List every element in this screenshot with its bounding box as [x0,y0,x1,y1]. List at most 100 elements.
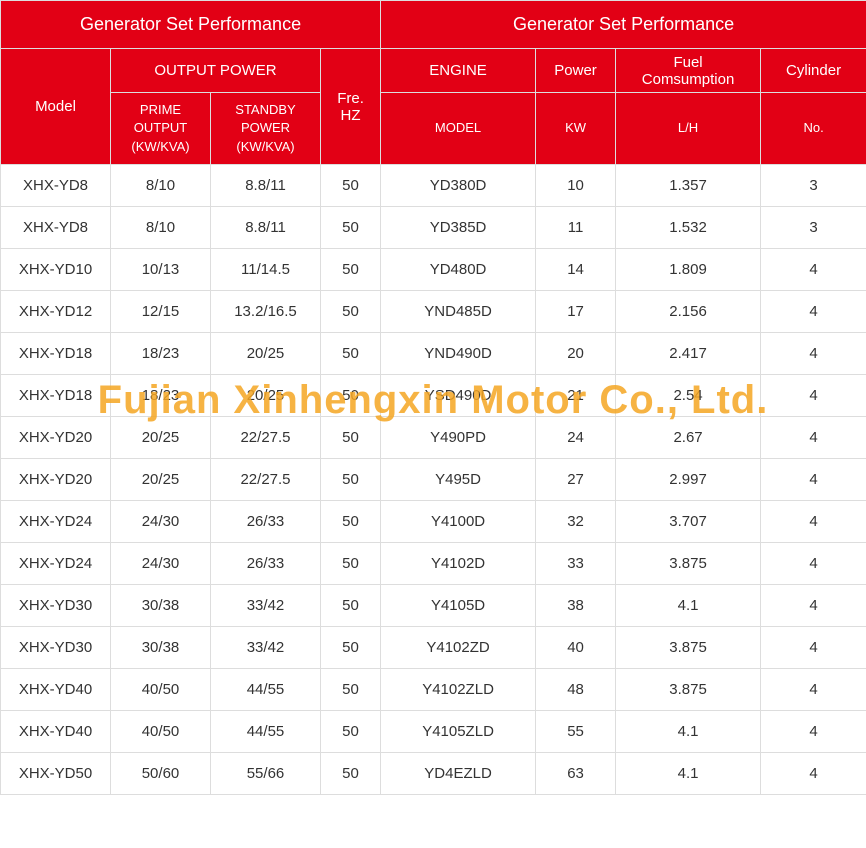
cell-cyl: 4 [761,417,866,459]
col-power: Power [536,49,616,93]
cell-fre: 50 [321,753,381,795]
cell-engine: Y490PD [381,417,536,459]
cell-model: XHX-YD40 [1,711,111,753]
cell-standby: 44/55 [211,711,321,753]
cell-prime: 40/50 [111,711,211,753]
cell-cyl: 3 [761,165,866,207]
cell-cyl: 4 [761,501,866,543]
table-header: Generator Set Performance Generator Set … [1,1,866,165]
cell-fuel: 2.997 [616,459,761,501]
table-row: XHX-YD1212/1513.2/16.550YND485D172.1564 [1,291,866,333]
cell-engine: Y4105D [381,585,536,627]
cell-fuel: 2.54 [616,375,761,417]
col-fuel-lh: L/H [616,93,761,165]
cell-prime: 40/50 [111,669,211,711]
cell-prime: 8/10 [111,207,211,249]
cell-kw: 33 [536,543,616,585]
cell-fuel: 2.417 [616,333,761,375]
cell-prime: 18/23 [111,375,211,417]
cell-model: XHX-YD12 [1,291,111,333]
cell-engine: YSD490D [381,375,536,417]
cell-prime: 24/30 [111,501,211,543]
cell-model: XHX-YD10 [1,249,111,291]
cell-prime: 20/25 [111,459,211,501]
col-model: Model [1,49,111,165]
cell-engine: YND490D [381,333,536,375]
cell-kw: 14 [536,249,616,291]
cell-prime: 30/38 [111,627,211,669]
table-row: XHX-YD4040/5044/5550Y4102ZLD483.8754 [1,669,866,711]
cell-fuel: 2.156 [616,291,761,333]
col-output-power: OUTPUT POWER [111,49,321,93]
cell-fuel: 3.707 [616,501,761,543]
cell-fuel: 1.357 [616,165,761,207]
cell-fuel: 3.875 [616,543,761,585]
cell-engine: YD380D [381,165,536,207]
cell-engine: YD4EZLD [381,753,536,795]
table-row: XHX-YD2020/2522/27.550Y490PD242.674 [1,417,866,459]
cell-fre: 50 [321,333,381,375]
cell-standby: 26/33 [211,543,321,585]
cell-standby: 26/33 [211,501,321,543]
cell-kw: 11 [536,207,616,249]
generator-spec-table: Generator Set Performance Generator Set … [0,0,866,795]
cell-kw: 10 [536,165,616,207]
cell-model: XHX-YD24 [1,543,111,585]
cell-prime: 10/13 [111,249,211,291]
col-cylinder: Cylinder [761,49,866,93]
cell-fre: 50 [321,585,381,627]
col-engine-model: MODEL [381,93,536,165]
cell-fuel: 2.67 [616,417,761,459]
cell-prime: 18/23 [111,333,211,375]
cell-engine: YD480D [381,249,536,291]
cell-standby: 20/25 [211,333,321,375]
cell-prime: 50/60 [111,753,211,795]
cell-engine: Y4102D [381,543,536,585]
cell-fuel: 4.1 [616,753,761,795]
cell-fuel: 1.809 [616,249,761,291]
cell-kw: 40 [536,627,616,669]
col-fre: Fre.HZ [321,49,381,165]
cell-model: XHX-YD40 [1,669,111,711]
cell-fre: 50 [321,627,381,669]
cell-kw: 32 [536,501,616,543]
cell-standby: 8.8/11 [211,165,321,207]
cell-prime: 20/25 [111,417,211,459]
cell-kw: 55 [536,711,616,753]
cell-cyl: 4 [761,543,866,585]
col-prime: PRIMEOUTPUT(KW/KVA) [111,93,211,165]
cell-cyl: 4 [761,711,866,753]
cell-cyl: 4 [761,669,866,711]
cell-cyl: 4 [761,291,866,333]
cell-model: XHX-YD30 [1,627,111,669]
cell-cyl: 4 [761,375,866,417]
table-row: XHX-YD88/108.8/1150YD380D101.3573 [1,165,866,207]
cell-standby: 33/42 [211,627,321,669]
cell-standby: 8.8/11 [211,207,321,249]
cell-model: XHX-YD8 [1,165,111,207]
cell-standby: 55/66 [211,753,321,795]
cell-kw: 38 [536,585,616,627]
table-row: XHX-YD3030/3833/4250Y4105D384.14 [1,585,866,627]
main-header-right: Generator Set Performance [381,1,866,49]
cell-standby: 11/14.5 [211,249,321,291]
table-row: XHX-YD1818/2320/2550YND490D202.4174 [1,333,866,375]
table-row: XHX-YD2020/2522/27.550Y495D272.9974 [1,459,866,501]
cell-kw: 17 [536,291,616,333]
cell-cyl: 4 [761,249,866,291]
cell-model: XHX-YD18 [1,333,111,375]
cell-model: XHX-YD30 [1,585,111,627]
cell-engine: Y495D [381,459,536,501]
cell-engine: Y4100D [381,501,536,543]
cell-fre: 50 [321,543,381,585]
cell-engine: Y4105ZLD [381,711,536,753]
cell-cyl: 3 [761,207,866,249]
cell-cyl: 4 [761,459,866,501]
cell-cyl: 4 [761,753,866,795]
col-power-kw: KW [536,93,616,165]
table-row: XHX-YD1818/2320/2550YSD490D212.544 [1,375,866,417]
cell-kw: 27 [536,459,616,501]
cell-fre: 50 [321,417,381,459]
cell-kw: 24 [536,417,616,459]
cell-cyl: 4 [761,333,866,375]
